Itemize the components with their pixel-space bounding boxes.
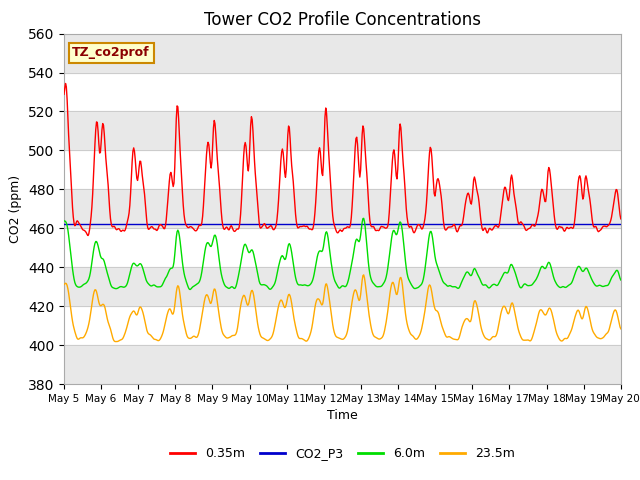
X-axis label: Time: Time: [327, 409, 358, 422]
Bar: [64, 189, 621, 228]
Text: TZ_co2prof: TZ_co2prof: [72, 47, 150, 60]
Bar: [64, 267, 621, 306]
Bar: [64, 34, 621, 72]
Bar: [64, 111, 621, 150]
Legend: 0.35m, CO2_P3, 6.0m, 23.5m: 0.35m, CO2_P3, 6.0m, 23.5m: [165, 443, 520, 465]
Title: Tower CO2 Profile Concentrations: Tower CO2 Profile Concentrations: [204, 11, 481, 29]
Y-axis label: CO2 (ppm): CO2 (ppm): [10, 175, 22, 243]
Bar: [64, 345, 621, 384]
